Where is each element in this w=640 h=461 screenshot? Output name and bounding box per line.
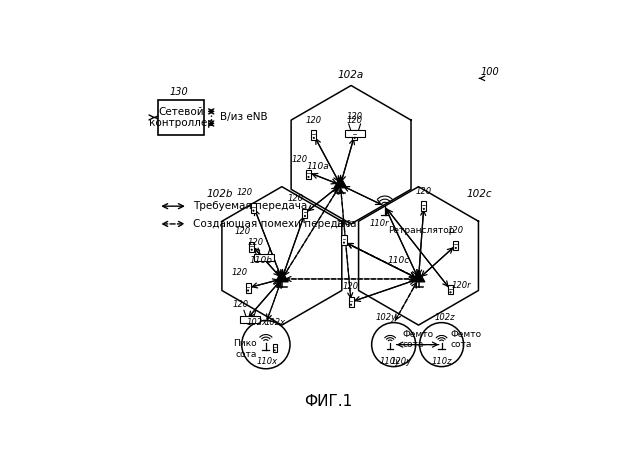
Text: 120: 120 xyxy=(448,225,464,235)
Polygon shape xyxy=(334,177,347,188)
Text: 120: 120 xyxy=(288,194,304,203)
Text: 120y: 120y xyxy=(391,357,412,366)
Circle shape xyxy=(304,215,306,217)
Circle shape xyxy=(343,242,345,243)
Text: Сетевой
контроллер: Сетевой контроллер xyxy=(149,106,214,128)
Circle shape xyxy=(248,290,249,291)
Circle shape xyxy=(251,249,252,250)
Text: 120: 120 xyxy=(336,220,352,229)
Bar xyxy=(311,130,316,140)
Circle shape xyxy=(350,304,352,305)
Circle shape xyxy=(274,350,275,351)
Bar xyxy=(246,283,251,293)
Polygon shape xyxy=(275,271,288,282)
Circle shape xyxy=(450,292,451,293)
Text: 120: 120 xyxy=(306,116,322,124)
Polygon shape xyxy=(412,271,425,282)
Text: 120: 120 xyxy=(237,188,253,197)
Text: 110r: 110r xyxy=(370,219,389,228)
Circle shape xyxy=(253,210,254,211)
Text: 120: 120 xyxy=(347,112,363,121)
Text: Ретранслятор: Ретранслятор xyxy=(388,226,455,235)
Text: 102a: 102a xyxy=(338,70,364,80)
Circle shape xyxy=(313,137,314,139)
Bar xyxy=(349,297,354,307)
Bar xyxy=(249,242,254,252)
Circle shape xyxy=(354,137,355,139)
Text: 102z: 102z xyxy=(435,313,456,323)
Bar xyxy=(251,203,256,213)
Bar xyxy=(254,254,274,261)
Text: ФИГ.1: ФИГ.1 xyxy=(304,394,352,409)
FancyBboxPatch shape xyxy=(158,100,204,135)
Text: 110a: 110a xyxy=(307,162,330,171)
Text: 120: 120 xyxy=(235,227,251,236)
Bar xyxy=(345,130,365,137)
Text: 100: 100 xyxy=(480,67,499,77)
Bar xyxy=(273,344,276,352)
Text: Фемто
сота: Фемто сота xyxy=(451,330,481,349)
Text: 102b: 102b xyxy=(207,189,233,199)
Text: 110z: 110z xyxy=(431,357,452,366)
Text: 110y: 110y xyxy=(380,357,401,366)
Bar xyxy=(341,235,346,245)
Bar xyxy=(306,170,311,179)
Bar xyxy=(240,316,260,323)
Bar xyxy=(453,241,458,250)
Text: 102y: 102y xyxy=(376,313,397,323)
Circle shape xyxy=(455,247,456,248)
Text: 102x: 102x xyxy=(264,318,285,327)
Text: 120: 120 xyxy=(416,187,432,195)
Text: В/из eNB: В/из eNB xyxy=(220,112,268,123)
Bar xyxy=(448,285,453,294)
Text: Требуемая передача: Требуемая передача xyxy=(193,201,307,211)
Circle shape xyxy=(423,208,424,210)
Text: 102c: 102c xyxy=(466,189,492,199)
Text: 120: 120 xyxy=(292,154,308,164)
Text: 120: 120 xyxy=(347,116,363,124)
Text: Пико
сота: Пико сота xyxy=(234,339,257,359)
Text: 110b: 110b xyxy=(250,256,273,265)
Text: 110x: 110x xyxy=(257,357,278,366)
Text: Создающая помехи передача: Создающая помехи передача xyxy=(193,219,356,229)
Text: 120: 120 xyxy=(233,300,249,309)
Text: 120: 120 xyxy=(231,268,247,277)
Text: 120: 120 xyxy=(247,238,263,247)
Circle shape xyxy=(308,176,309,177)
Text: 120: 120 xyxy=(343,283,359,291)
Bar xyxy=(421,201,426,211)
Text: 102x: 102x xyxy=(246,318,268,327)
Text: Фемто
сота: Фемто сота xyxy=(403,330,434,349)
Text: 130: 130 xyxy=(170,88,188,97)
Bar xyxy=(302,208,307,218)
Text: 120r: 120r xyxy=(451,281,471,290)
Bar xyxy=(352,130,357,140)
Text: 110c: 110c xyxy=(387,256,410,265)
